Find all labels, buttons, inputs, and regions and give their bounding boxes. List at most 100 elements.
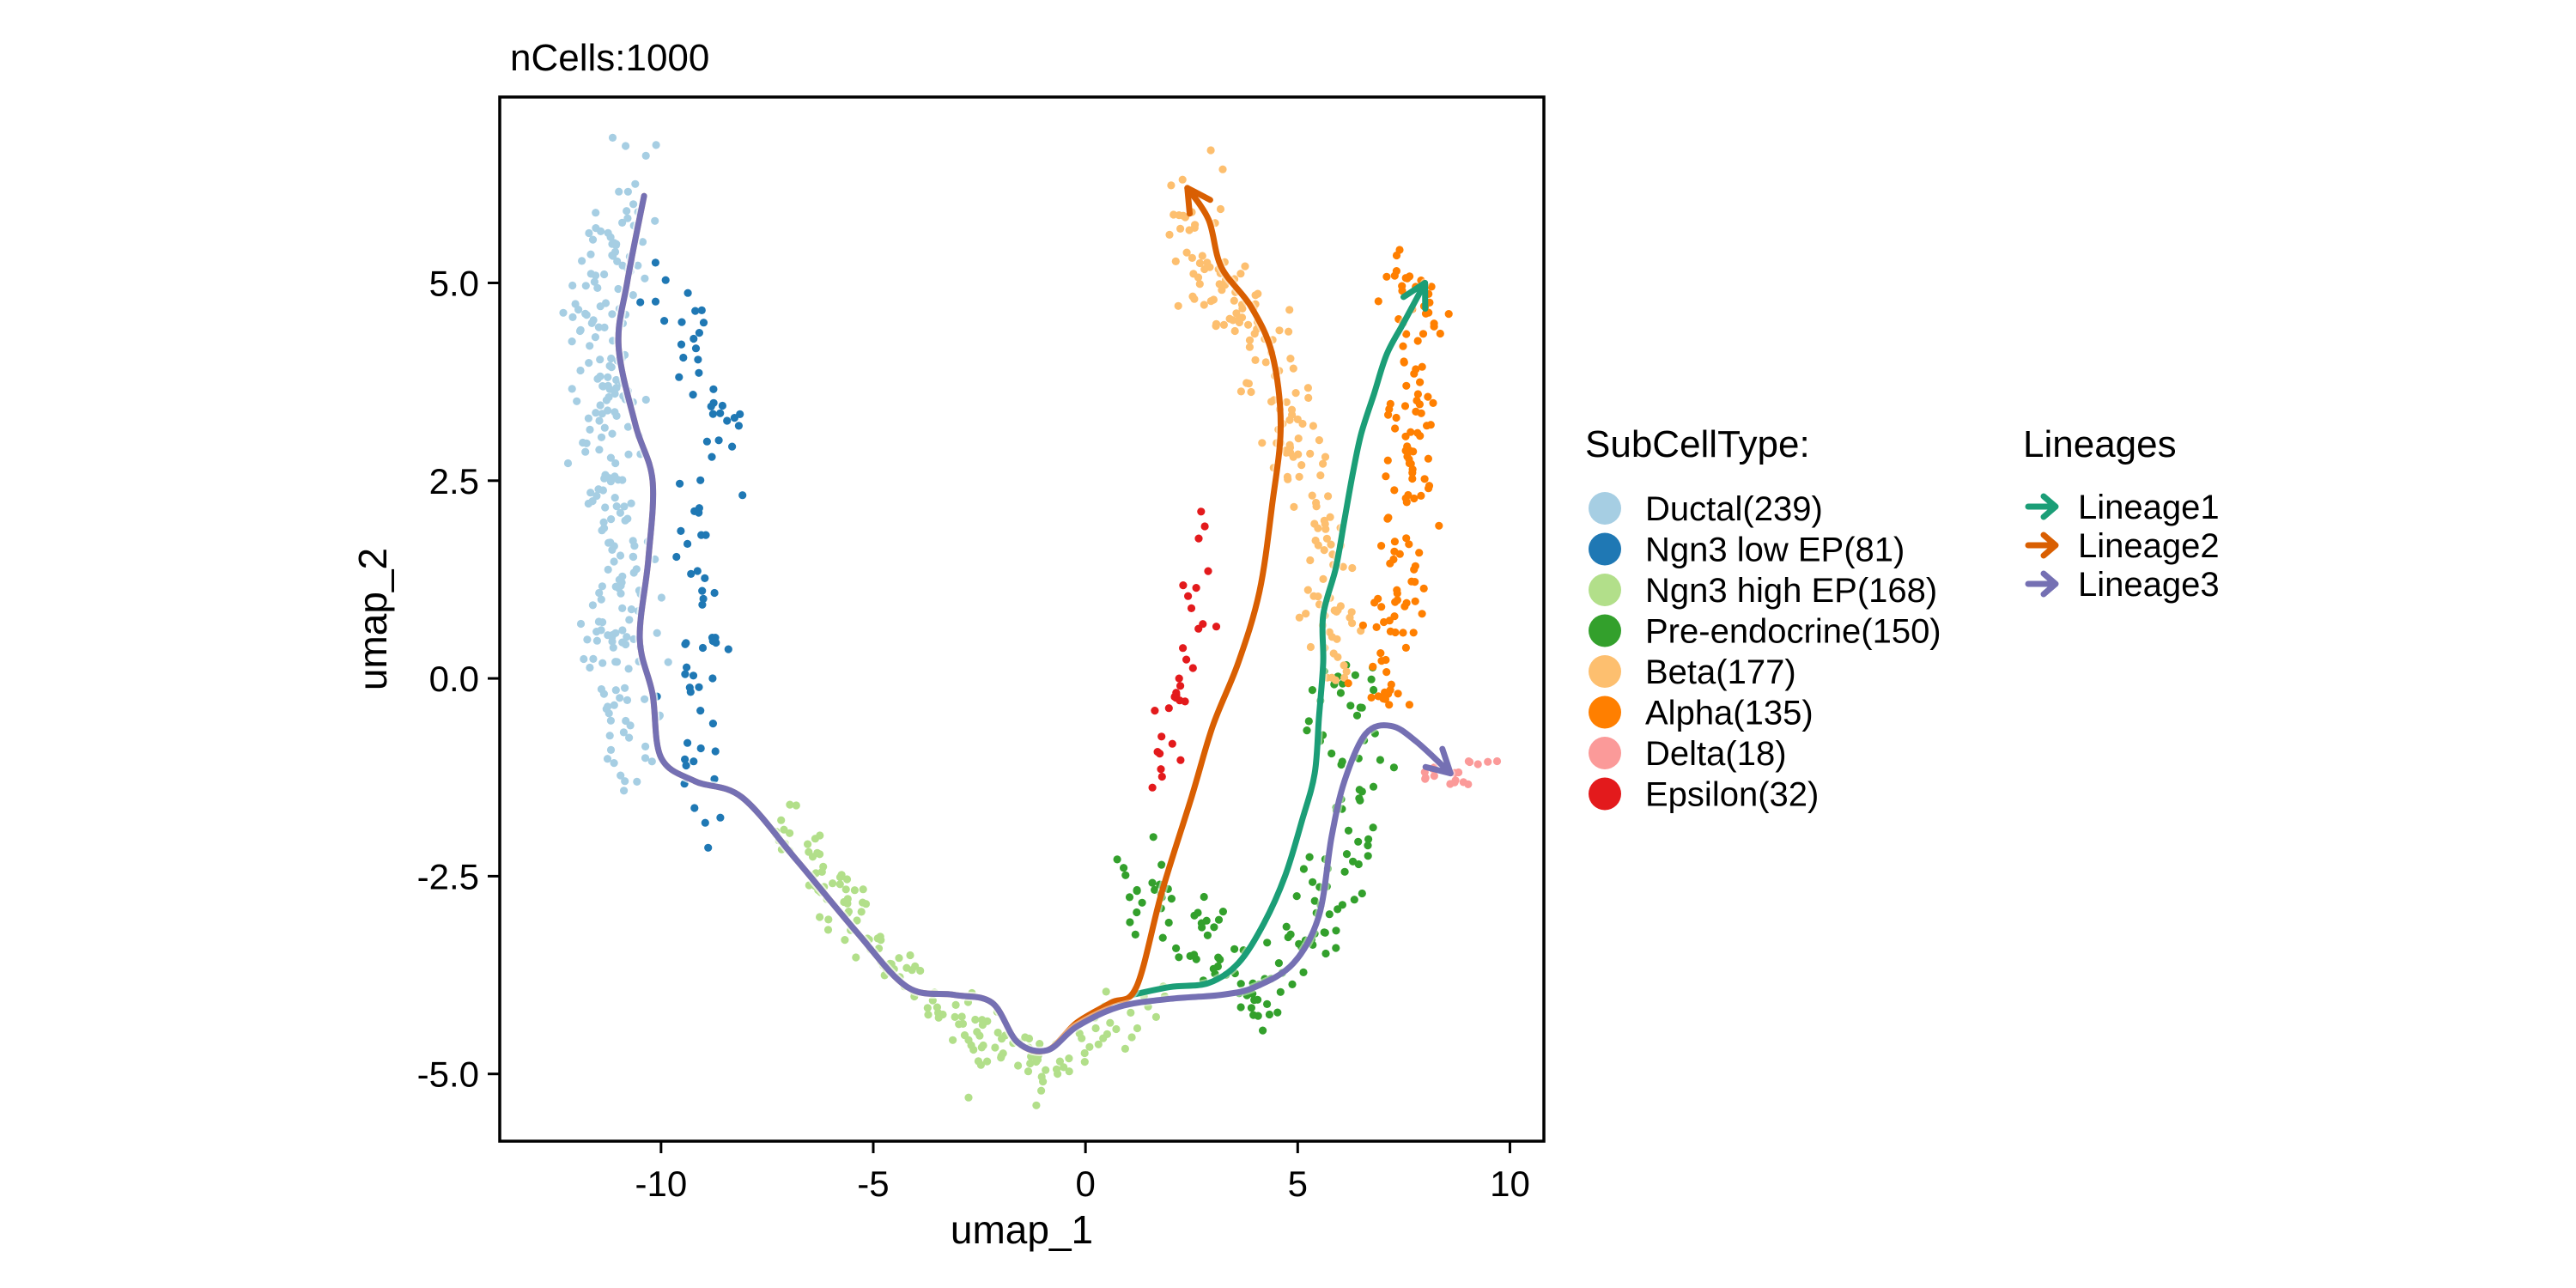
cell-point <box>620 787 629 795</box>
legend-swatch <box>1589 532 1621 566</box>
cell-point <box>1149 833 1157 841</box>
cell-point <box>1291 389 1300 398</box>
cell-point <box>615 187 623 196</box>
cell-point <box>1131 930 1139 939</box>
cell-point <box>1381 688 1389 697</box>
cell-point <box>704 843 713 852</box>
cell-point <box>1302 610 1310 618</box>
cell-point <box>1423 422 1431 430</box>
cell-point <box>634 261 642 270</box>
cell-point <box>1304 717 1313 726</box>
x-axis-title: umap_1 <box>951 1207 1093 1252</box>
cell-point <box>1214 915 1224 924</box>
y-tick-label: 2.5 <box>429 461 479 501</box>
cell-point <box>1170 692 1179 702</box>
cell-point <box>844 908 854 916</box>
cell-point <box>701 574 709 583</box>
cell-point <box>1288 980 1297 988</box>
cell-point <box>621 683 629 692</box>
cell-point <box>1390 538 1399 546</box>
cell-point <box>629 291 637 300</box>
cell-point <box>689 671 698 680</box>
cell-point <box>1344 679 1352 688</box>
legend-label: Ngn3 high EP(168) <box>1645 572 1937 610</box>
cell-point <box>734 422 744 430</box>
cell-point <box>1202 916 1211 925</box>
cell-point <box>1435 521 1443 530</box>
cell-point <box>1419 330 1428 338</box>
cell-point <box>651 216 659 225</box>
cell-point <box>619 728 629 737</box>
cell-point <box>1446 780 1455 788</box>
cell-point <box>1236 270 1245 278</box>
cell-point <box>1372 623 1381 632</box>
cell-point <box>1174 301 1182 310</box>
cell-point <box>1024 1067 1033 1076</box>
cell-point <box>608 133 617 142</box>
cell-point <box>576 366 585 375</box>
cell-point <box>612 502 621 511</box>
cell-point <box>1157 765 1165 774</box>
cell-point <box>593 374 602 383</box>
cell-point <box>624 450 633 459</box>
cell-point <box>641 151 650 160</box>
cell-point <box>586 489 595 497</box>
cell-point <box>1338 757 1346 766</box>
lineage-arrowhead <box>1422 745 1454 777</box>
cell-point <box>611 629 620 637</box>
cell-point <box>1133 1024 1142 1033</box>
cell-point <box>1103 1030 1111 1038</box>
cell-point <box>1406 459 1415 468</box>
cell-point <box>677 318 686 326</box>
cell-point <box>1377 657 1386 665</box>
cell-point <box>690 804 699 812</box>
cell-point <box>689 391 697 399</box>
y-tick-label: -5.0 <box>417 1054 479 1095</box>
cell-point <box>660 317 669 325</box>
cell-point <box>1175 211 1183 220</box>
cell-point <box>604 406 612 415</box>
cell-point <box>616 694 624 702</box>
cell-point <box>617 771 625 780</box>
cell-point <box>606 745 616 755</box>
cell-point <box>1382 472 1390 481</box>
cell-point <box>1408 474 1417 483</box>
cell-point <box>1245 343 1254 351</box>
cell-point <box>598 486 608 495</box>
cell-point <box>1322 534 1331 543</box>
cell-point <box>1332 927 1340 935</box>
cell-point <box>1401 643 1410 653</box>
cell-point <box>1133 885 1141 895</box>
cell-point <box>1289 364 1297 373</box>
cell-point <box>1415 549 1424 557</box>
cell-point <box>698 643 708 653</box>
cell-point <box>690 757 698 766</box>
cell-point <box>641 395 650 404</box>
cell-point <box>997 1054 1005 1062</box>
cell-point <box>1080 1058 1089 1066</box>
cell-point <box>1324 492 1333 501</box>
cell-point <box>1274 959 1283 968</box>
cell-point <box>1464 780 1473 789</box>
cell-point <box>1402 598 1411 607</box>
cell-point <box>1286 355 1295 363</box>
cell-point <box>1370 598 1379 607</box>
cell-point <box>1102 987 1110 996</box>
cell-point <box>1121 1044 1129 1053</box>
x-tick-label: 5 <box>1288 1163 1308 1204</box>
cell-point <box>792 801 800 810</box>
cell-point <box>599 518 608 526</box>
cell-point <box>1249 1011 1258 1019</box>
cell-point <box>835 873 845 882</box>
cell-point <box>623 214 632 222</box>
cell-point <box>593 283 602 292</box>
cell-point <box>586 663 594 672</box>
cell-point <box>1303 726 1311 735</box>
cell-point <box>859 898 867 907</box>
cell-point <box>1198 252 1206 260</box>
lineage-arrowhead <box>1184 185 1213 217</box>
cell-point <box>1151 707 1159 715</box>
cell-point <box>1315 600 1324 609</box>
cell-point <box>1309 592 1318 600</box>
x-tick-label: 10 <box>1490 1163 1530 1204</box>
